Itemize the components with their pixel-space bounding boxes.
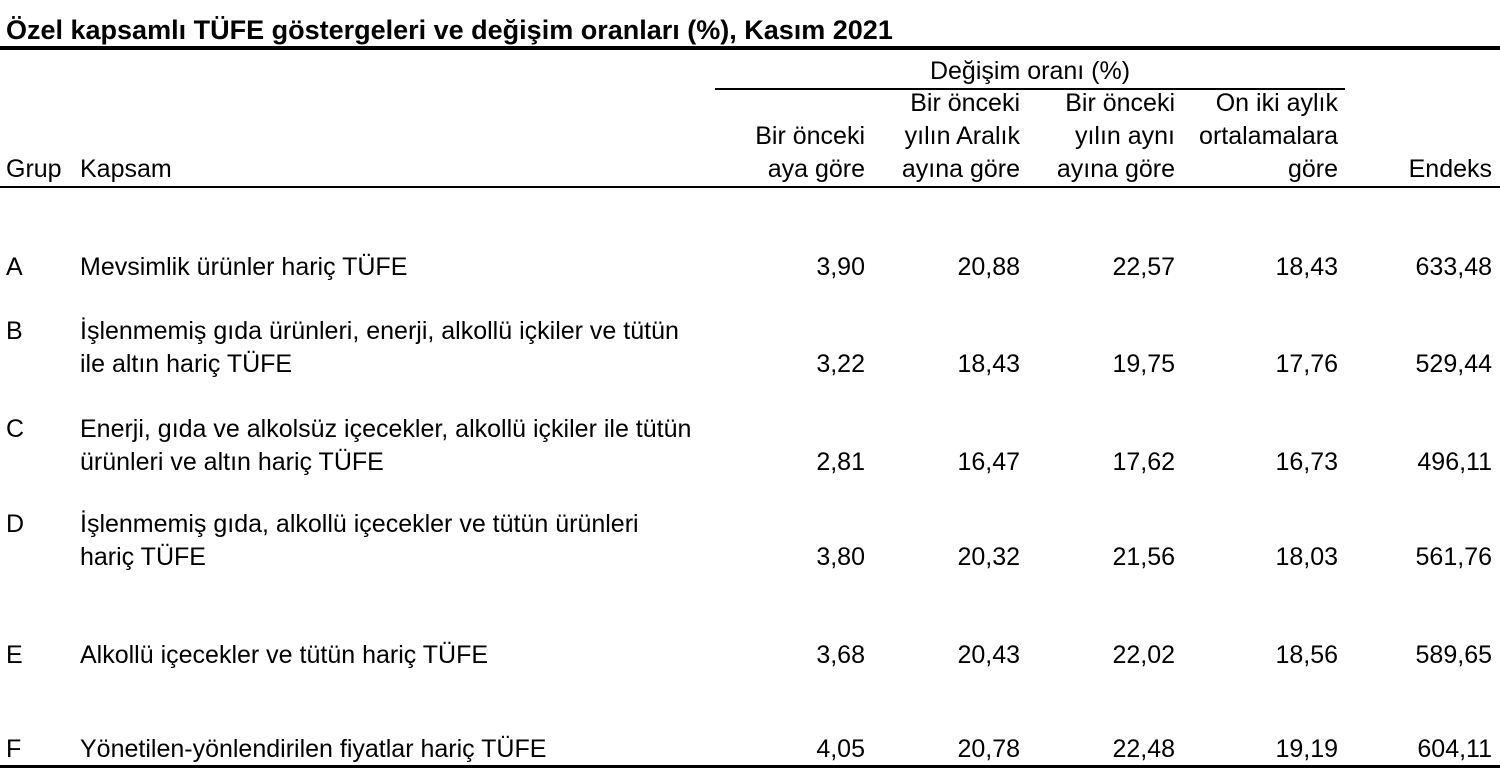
twelve-month-average-change-cell: 18,03	[1275, 543, 1338, 571]
grup-cell: F	[6, 735, 22, 763]
twelve-month-average-change-cell: 16,73	[1275, 448, 1338, 476]
monthly-change-cell: 3,22	[816, 350, 865, 378]
grup-cell: B	[6, 317, 23, 345]
grup-cell: C	[6, 415, 25, 443]
kapsam-cell: Yönetilen-yönlendirilen fiyatlar hariç T…	[80, 735, 547, 763]
change-rate-group-header: Değişim oranı (%)	[929, 57, 1131, 85]
kapsam-cell: Mevsimlik ürünler hariç TÜFE	[80, 253, 408, 281]
twelve-month-average-change-cell: 18,43	[1275, 253, 1338, 281]
annual-change-cell: 22,02	[1112, 641, 1175, 669]
grup-column-header: Grup	[6, 155, 62, 183]
monthly-change-cell: 3,68	[816, 641, 865, 669]
annual-change-cell: 22,48	[1112, 735, 1175, 763]
twelve-month-average-change-cell: 19,19	[1275, 735, 1338, 763]
index-cell: 604,11	[1417, 735, 1492, 763]
table-row: E Alkollü içecekler ve tütün hariç TÜFE …	[0, 639, 1500, 705]
monthly-change-column-header: Bir önceki aya göre	[755, 122, 865, 183]
annual-change-cell: 17,62	[1112, 448, 1175, 476]
twelve-month-average-column-header: On iki aylık ortalamalara göre	[1199, 89, 1338, 183]
title-rule	[0, 46, 1500, 50]
monthly-change-cell: 3,80	[816, 543, 865, 571]
annual-change-cell: 22,57	[1112, 253, 1175, 281]
december-change-cell: 18,43	[957, 350, 1020, 378]
table-row: D İşlenmemiş gıda, alkollü içecekler ve …	[0, 508, 1500, 574]
index-cell: 633,48	[1415, 253, 1492, 281]
index-cell: 529,44	[1415, 350, 1492, 378]
december-change-cell: 20,88	[957, 253, 1020, 281]
annual-change-cell: 21,56	[1112, 543, 1175, 571]
grup-cell: A	[6, 253, 23, 281]
bottom-rule	[0, 765, 1500, 768]
monthly-change-cell: 3,90	[816, 253, 865, 281]
december-change-cell: 16,47	[957, 448, 1020, 476]
index-cell: 561,76	[1415, 543, 1492, 571]
monthly-change-cell: 2,81	[816, 448, 865, 476]
change-rate-group-rule	[715, 88, 1345, 90]
twelve-month-average-change-cell: 18,56	[1275, 641, 1338, 669]
december-change-cell: 20,78	[957, 735, 1020, 763]
monthly-change-cell: 4,05	[816, 735, 865, 763]
table-row: A Mevsimlik ürünler hariç TÜFE 3,90 20,8…	[0, 251, 1500, 317]
december-change-column-header: Bir önceki yılın Aralık ayına göre	[901, 89, 1020, 183]
kapsam-cell: Enerji, gıda ve alkolsüz içecekler, alko…	[80, 415, 692, 476]
annual-change-cell: 19,75	[1112, 350, 1175, 378]
grup-cell: D	[6, 510, 25, 538]
december-change-cell: 20,43	[957, 641, 1020, 669]
index-cell: 589,65	[1415, 641, 1492, 669]
kapsam-column-header: Kapsam	[80, 155, 172, 183]
index-cell: 496,11	[1417, 448, 1492, 476]
kapsam-cell: İşlenmemiş gıda ürünleri, enerji, alkoll…	[80, 317, 679, 378]
index-column-header: Endeks	[1408, 155, 1492, 183]
table-header-row: Grup Kapsam Bir önceki aya göre Bir önce…	[0, 0, 1500, 186]
kapsam-cell: İşlenmemiş gıda, alkollü içecekler ve tü…	[80, 510, 639, 571]
december-change-cell: 20,32	[957, 543, 1020, 571]
table-row: F Yönetilen-yönlendirilen fiyatlar hariç…	[0, 733, 1500, 770]
twelve-month-average-change-cell: 17,76	[1275, 350, 1338, 378]
table-row: C Enerji, gıda ve alkolsüz içecekler, al…	[0, 413, 1500, 479]
table-row: B İşlenmemiş gıda ürünleri, enerji, alko…	[0, 315, 1500, 381]
annual-change-column-header: Bir önceki yılın aynı ayına göre	[1056, 89, 1175, 183]
kapsam-cell: Alkollü içecekler ve tütün hariç TÜFE	[80, 641, 489, 669]
header-rule	[0, 186, 1500, 188]
table-title: Özel kapsamlı TÜFE göstergeleri ve değiş…	[6, 15, 893, 45]
grup-cell: E	[6, 641, 23, 669]
